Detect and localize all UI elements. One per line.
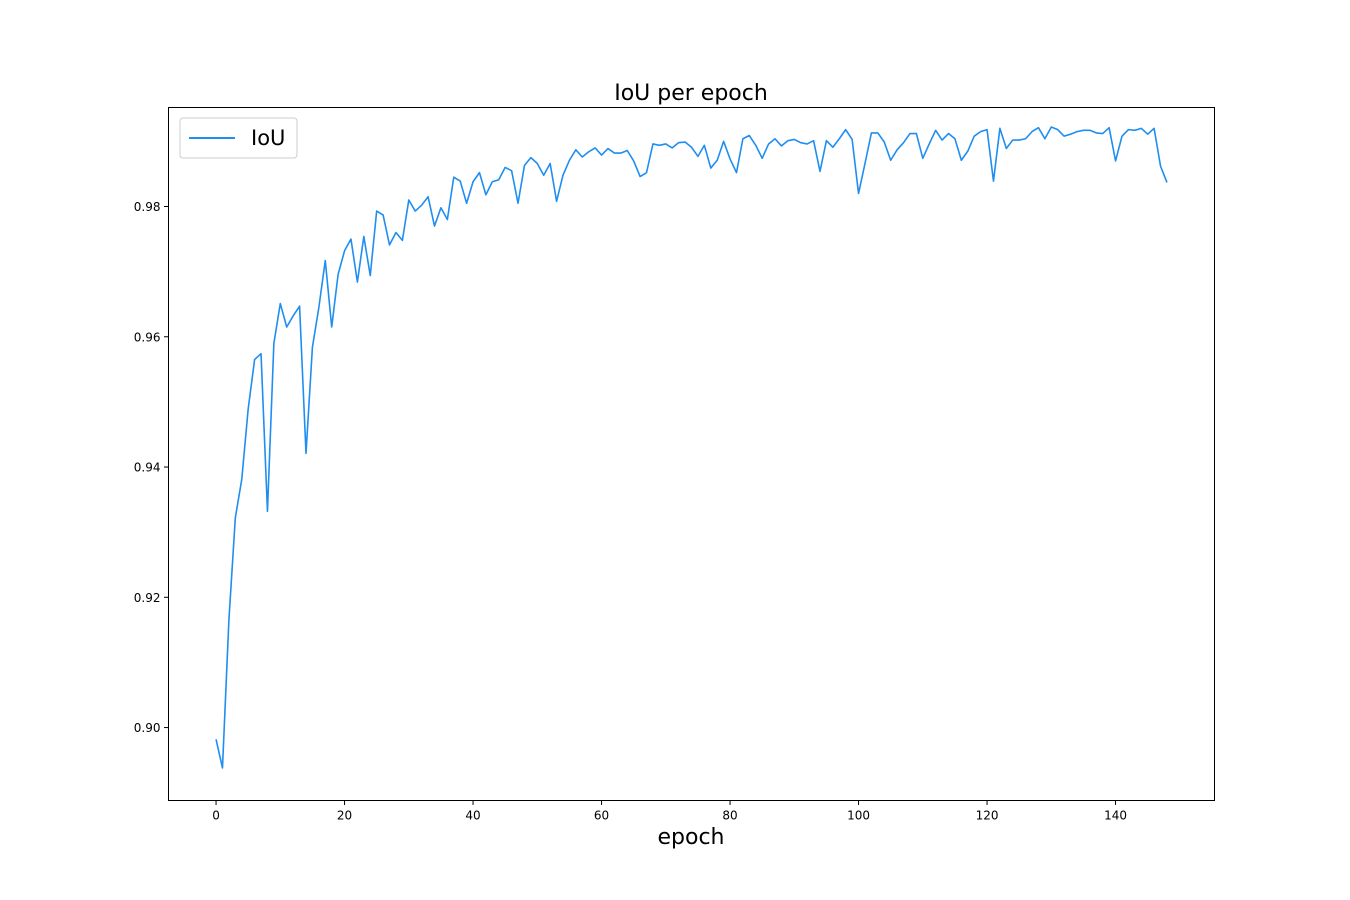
chart-title: IoU per epoch [614,81,768,106]
plot-series [215,126,1168,769]
y-tick-label: 0.90 [134,721,161,735]
x-tick-label: 40 [465,809,480,823]
series-line-iou [215,126,1168,769]
y-tick-label: 0.98 [134,200,161,214]
x-axis: 0 20 40 60 80 100 120 140 [212,800,1127,823]
x-axis-label: epoch [658,825,725,850]
x-tick-label: 80 [722,809,737,823]
legend-label-iou: IoU [251,126,285,150]
plot-area-frame [168,107,1215,801]
y-tick-label: 0.92 [134,591,161,605]
x-tick-label: 140 [1104,809,1127,823]
x-tick-label: 20 [337,809,352,823]
legend-box [179,117,298,159]
legend: IoU [179,117,298,159]
x-tick-label: 100 [847,809,870,823]
x-tick-label: 120 [976,809,999,823]
y-axis: 0.90 0.92 0.94 0.96 0.98 [134,200,169,735]
y-tick-label: 0.94 [134,461,161,475]
x-tick-label: 60 [594,809,609,823]
y-tick-label: 0.96 [134,330,161,344]
x-tick-label: 0 [212,809,220,823]
